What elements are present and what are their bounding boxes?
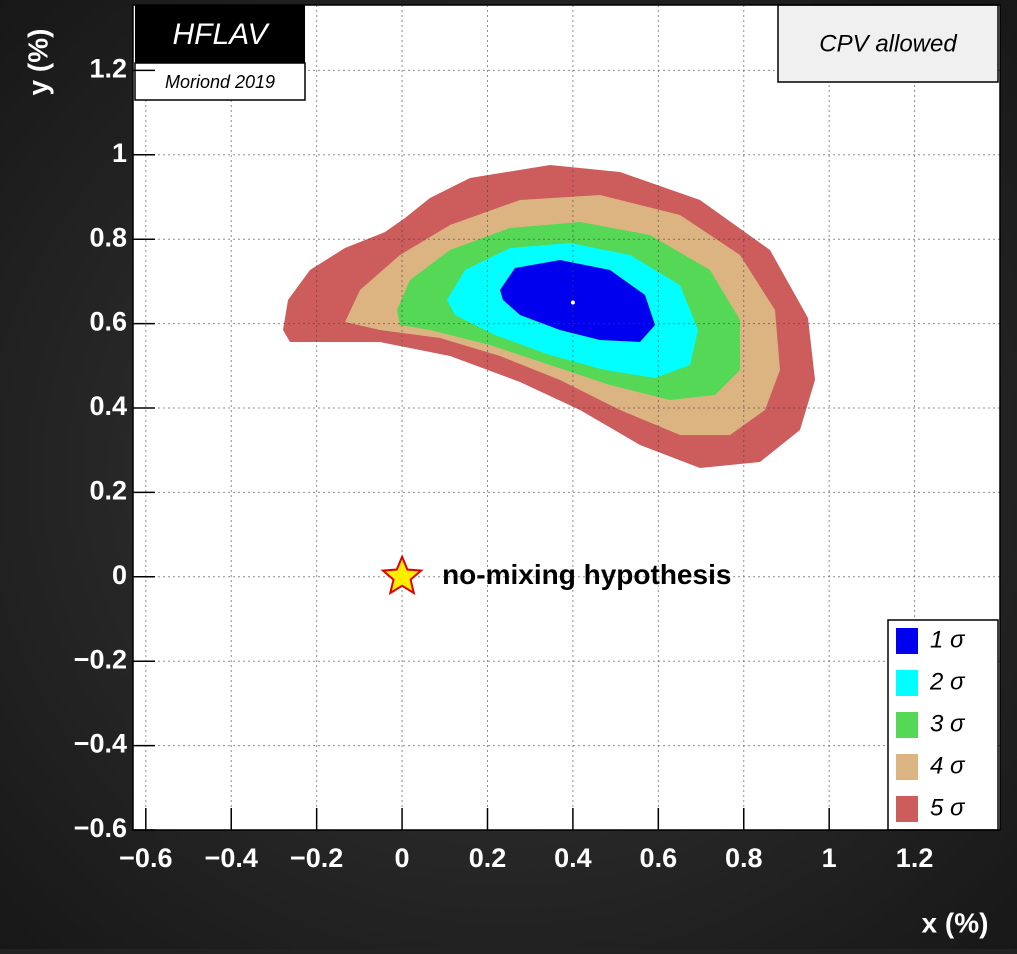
legend-swatch	[896, 754, 918, 780]
y-tick-label: −0.4	[74, 729, 127, 759]
y-tick-label: 0.4	[89, 391, 127, 421]
legend-swatch	[896, 796, 918, 822]
legend-box	[887, 619, 999, 831]
y-tick-label: 0.8	[89, 222, 127, 252]
x-axis-title: x (%)	[922, 907, 989, 938]
legend-label: 5 σ	[930, 794, 966, 821]
legend-label: 1 σ	[930, 626, 966, 653]
collab-label: HFLAV	[172, 18, 270, 51]
y-tick-label: −0.2	[74, 644, 127, 674]
fit-box	[777, 4, 999, 83]
collab-box	[135, 5, 305, 63]
legend-label: 4 σ	[930, 752, 966, 779]
y-tick-label: 0.2	[89, 476, 127, 506]
fit-label: CPV allowed	[819, 30, 957, 57]
x-tick-label: −0.6	[119, 843, 172, 873]
best-fit-point	[570, 300, 575, 305]
contour-1-sigma	[500, 260, 655, 342]
x-tick-label: 0	[395, 843, 410, 873]
legend-label: 2 σ	[929, 668, 966, 695]
x-tick-label: 0.6	[640, 843, 678, 873]
plot-frame	[132, 4, 1001, 831]
legend-swatch	[896, 712, 918, 738]
legend-swatch	[896, 628, 918, 654]
y-axis-title: y (%)	[22, 29, 53, 96]
y-tick-label: 0	[112, 560, 127, 590]
conference-box	[134, 62, 306, 101]
y-tick-label: 1.2	[89, 54, 127, 84]
plot-area	[133, 5, 1000, 830]
x-tick-label: 1.2	[896, 843, 934, 873]
contours	[283, 165, 815, 468]
star-marker	[380, 554, 424, 596]
legend-swatch	[896, 670, 918, 696]
marker-label: no-mixing hypothesis	[442, 559, 731, 590]
y-tick-label: −0.6	[74, 813, 127, 843]
x-tick-label: 1	[822, 843, 837, 873]
x-tick-label: −0.4	[205, 843, 258, 873]
conference-label: Moriond 2019	[165, 72, 275, 92]
x-tick-label: 0.2	[469, 843, 507, 873]
x-tick-label: −0.2	[290, 843, 343, 873]
y-tick-label: 0.6	[89, 307, 127, 337]
x-tick-label: 0.4	[554, 843, 592, 873]
y-tick-label: 1	[112, 138, 127, 168]
legend-label: 3 σ	[930, 710, 966, 737]
x-tick-label: 0.8	[725, 843, 763, 873]
